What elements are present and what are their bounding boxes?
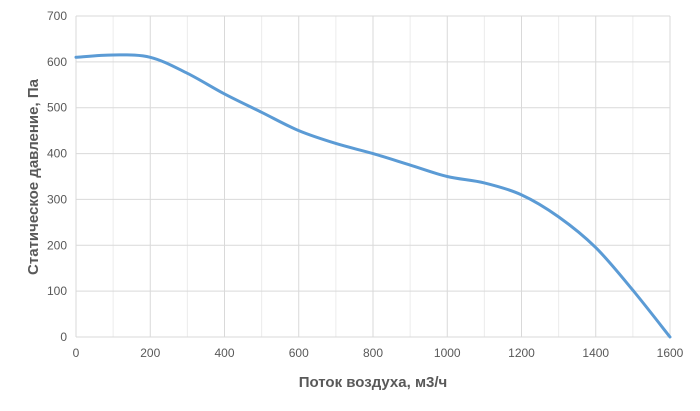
y-tick-label: 700 xyxy=(47,9,67,23)
grid xyxy=(75,15,671,338)
y-tick-label: 400 xyxy=(47,147,67,161)
x-tick-label: 1400 xyxy=(582,346,609,360)
y-tick-label: 0 xyxy=(60,330,67,344)
x-tick-label: 1000 xyxy=(434,346,461,360)
y-tick-label: 300 xyxy=(47,192,67,206)
y-axis-label: Статическое давление, Па xyxy=(25,78,42,275)
x-tick-label: 0 xyxy=(73,346,80,360)
y-tick-label: 200 xyxy=(47,238,67,252)
x-tick-label: 400 xyxy=(214,346,234,360)
series-line xyxy=(74,53,672,339)
x-tick-label: 1200 xyxy=(508,346,535,360)
x-axis-label: Поток воздуха, м3/ч xyxy=(299,374,448,391)
y-tick-label: 500 xyxy=(47,101,67,115)
y-tick-label: 100 xyxy=(47,284,67,298)
y-tick-label: 600 xyxy=(47,55,67,69)
x-tick-label: 200 xyxy=(140,346,160,360)
x-tick-labels: 0 200 400 600 800 1000 1200 1400 1600 xyxy=(73,346,684,360)
y-tick-labels: 0 100 200 300 400 500 600 700 xyxy=(47,9,67,344)
x-tick-label: 1600 xyxy=(657,346,684,360)
x-tick-label: 600 xyxy=(289,346,309,360)
x-tick-label: 800 xyxy=(363,346,383,360)
